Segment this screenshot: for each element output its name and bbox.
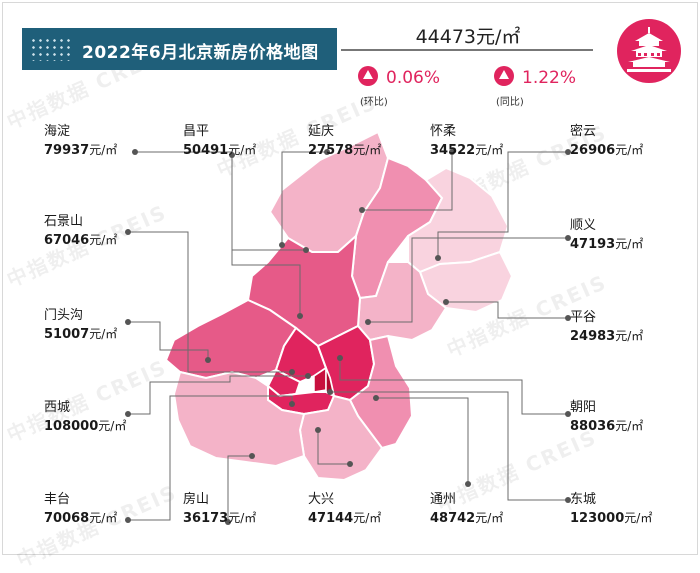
- district-name: 石景山: [44, 214, 84, 229]
- district-price: 88036元/㎡: [570, 419, 644, 434]
- beijing-price-map: [125, 130, 571, 525]
- district-label-changping: 昌平 50491元/㎡: [183, 122, 256, 160]
- district-price: 51007元/㎡: [44, 327, 118, 342]
- district-name: 平谷: [570, 310, 597, 325]
- dot-pattern: [30, 37, 72, 61]
- page-frame: [2, 2, 698, 555]
- district-label-miyun: 密云 26906元/㎡: [570, 122, 643, 160]
- temple-of-heaven-logo: [617, 19, 681, 83]
- district-name: 昌平: [183, 124, 210, 139]
- district-label-daxing: 大兴 47144元/㎡: [308, 490, 381, 528]
- district-name: 西城: [44, 400, 71, 415]
- district-price: 123000元/㎡: [570, 511, 653, 526]
- district-label-chaoyang: 朝阳 88036元/㎡: [570, 398, 643, 436]
- district-name: 门头沟: [44, 308, 84, 323]
- district-price: 26906元/㎡: [570, 143, 644, 158]
- district-price: 47193元/㎡: [570, 237, 644, 252]
- title-banner: 2022年6月北京新房价格地图: [22, 28, 337, 70]
- district-label-tongzhou: 通州 48742元/㎡: [430, 490, 503, 528]
- district-label-yanqing: 延庆 27578元/㎡: [308, 122, 381, 160]
- temple-icon: [627, 27, 671, 72]
- district-name: 延庆: [308, 124, 335, 139]
- district-label-xicheng: 西城 108000元/㎡: [44, 398, 126, 436]
- district-name: 海淀: [44, 124, 71, 139]
- leader-lines: [128, 151, 568, 522]
- district-label-huairou: 怀柔 34522元/㎡: [430, 122, 503, 160]
- district-label-fengtai: 丰台 70068元/㎡: [44, 490, 117, 528]
- district-label-mentougou: 门头沟 51007元/㎡: [44, 306, 117, 344]
- district-price: 34522元/㎡: [430, 143, 504, 158]
- district-label-shijingshan: 石景山 67046元/㎡: [44, 212, 117, 250]
- district-name: 顺义: [570, 218, 597, 233]
- district-price: 24983元/㎡: [570, 329, 644, 344]
- district-price: 70068元/㎡: [44, 511, 118, 526]
- yoy-change: 1.22%: [494, 66, 576, 88]
- district-label-dongcheng: 东城 123000元/㎡: [570, 490, 652, 528]
- mom-change-label: (环比): [360, 97, 388, 108]
- district-price: 108000元/㎡: [44, 419, 127, 434]
- district-name: 丰台: [44, 492, 71, 507]
- district-price: 48742元/㎡: [430, 511, 504, 526]
- district-name: 朝阳: [570, 400, 597, 415]
- district-price: 47144元/㎡: [308, 511, 382, 526]
- average-price: 44473元/㎡: [415, 26, 521, 48]
- district-name: 东城: [570, 492, 597, 507]
- district-label-fangshan: 房山 36173元/㎡: [183, 490, 256, 528]
- district-label-shunyi: 顺义 47193元/㎡: [570, 216, 643, 254]
- up-triangle-icon: [494, 66, 514, 86]
- district-label-haidian: 海淀 79937元/㎡: [44, 122, 117, 160]
- district-price: 36173元/㎡: [183, 511, 257, 526]
- up-triangle-icon: [358, 66, 378, 86]
- district-name: 通州: [430, 492, 457, 507]
- yoy-change-label: (同比): [496, 97, 524, 108]
- district-name: 密云: [570, 124, 597, 139]
- district-name: 房山: [183, 492, 210, 507]
- district-price: 50491元/㎡: [183, 143, 257, 158]
- yoy-change-value: 1.22%: [522, 68, 577, 88]
- mom-change-value: 0.06%: [386, 68, 441, 88]
- leader-dots: [125, 149, 571, 525]
- page-title: 2022年6月北京新房价格地图: [82, 43, 319, 63]
- district-price: 27578元/㎡: [308, 143, 382, 158]
- district-label-pinggu: 平谷 24983元/㎡: [570, 308, 643, 346]
- district-price: 79937元/㎡: [44, 143, 118, 158]
- district-name: 大兴: [308, 492, 335, 507]
- mom-change: 0.06%: [358, 66, 440, 88]
- district-price: 67046元/㎡: [44, 233, 118, 248]
- price-divider: [341, 49, 593, 51]
- district-name: 怀柔: [430, 124, 457, 139]
